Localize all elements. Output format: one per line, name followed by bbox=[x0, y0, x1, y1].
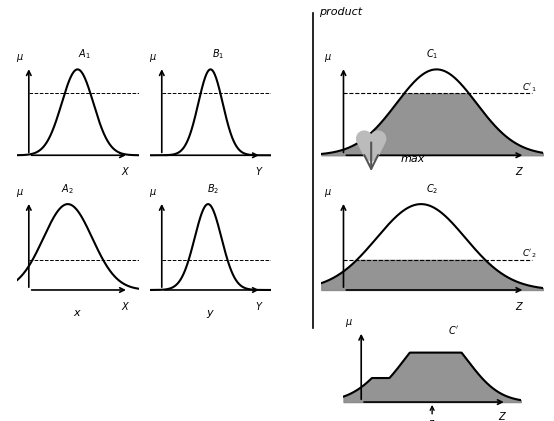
Text: $C'$: $C'$ bbox=[448, 324, 459, 336]
Text: $\mu$: $\mu$ bbox=[149, 52, 157, 64]
Text: $C_2$: $C_2$ bbox=[426, 182, 438, 196]
Text: Z: Z bbox=[515, 168, 522, 177]
Text: $y$: $y$ bbox=[206, 308, 215, 320]
Text: $\mu$: $\mu$ bbox=[345, 317, 353, 329]
Text: Z: Z bbox=[515, 302, 522, 312]
Text: $B_2$: $B_2$ bbox=[207, 182, 219, 196]
Text: $A_2$: $A_2$ bbox=[61, 182, 74, 196]
Text: $\mu$: $\mu$ bbox=[324, 187, 332, 199]
Text: Y: Y bbox=[255, 302, 261, 312]
Text: $C'_1$: $C'_1$ bbox=[522, 81, 536, 94]
Text: $A_1$: $A_1$ bbox=[79, 47, 91, 61]
Text: Z: Z bbox=[498, 412, 505, 421]
Text: $\mu$: $\mu$ bbox=[16, 187, 24, 199]
Text: $z$: $z$ bbox=[428, 418, 436, 421]
Text: $C_1$: $C_1$ bbox=[426, 47, 438, 61]
Text: product: product bbox=[319, 7, 362, 17]
Text: $\mu$: $\mu$ bbox=[149, 187, 157, 199]
Text: $B_1$: $B_1$ bbox=[212, 47, 224, 61]
Text: $C'_2$: $C'_2$ bbox=[522, 248, 536, 261]
Text: Y: Y bbox=[255, 168, 261, 177]
Text: max: max bbox=[401, 154, 425, 164]
Text: $x$: $x$ bbox=[73, 308, 82, 318]
Text: X: X bbox=[122, 168, 129, 177]
Text: X: X bbox=[122, 302, 129, 312]
Text: $\mu$: $\mu$ bbox=[16, 52, 24, 64]
Text: $\mu$: $\mu$ bbox=[324, 52, 332, 64]
